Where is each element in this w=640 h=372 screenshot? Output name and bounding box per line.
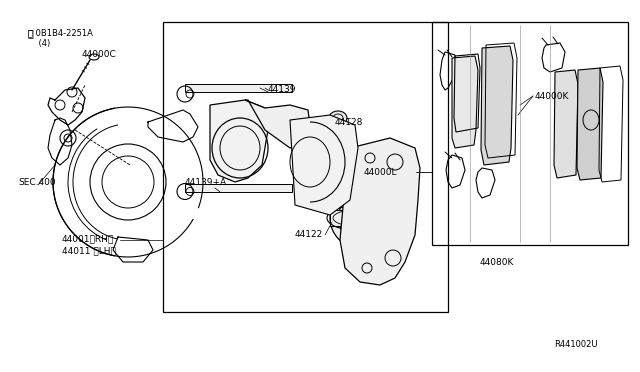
- Text: Ⓑ 0B1B4-2251A: Ⓑ 0B1B4-2251A: [28, 28, 93, 37]
- Bar: [185, 184, 292, 192]
- Text: 44011 〈LH〉: 44011 〈LH〉: [62, 246, 116, 255]
- Text: SEC.400: SEC.400: [18, 178, 56, 187]
- Polygon shape: [290, 115, 358, 215]
- Text: 44000C: 44000C: [82, 50, 116, 59]
- Bar: [432, 22, 628, 245]
- Text: 44000L: 44000L: [364, 168, 397, 177]
- Polygon shape: [554, 70, 578, 178]
- Bar: [330, 210, 360, 226]
- Text: R441002U: R441002U: [554, 340, 598, 349]
- Polygon shape: [577, 68, 603, 180]
- Bar: [163, 22, 448, 312]
- Text: 44139: 44139: [268, 85, 296, 94]
- Polygon shape: [452, 56, 478, 148]
- Ellipse shape: [330, 188, 390, 248]
- Polygon shape: [245, 100, 310, 148]
- Text: Ⓑ: Ⓑ: [28, 28, 34, 38]
- Text: 44139+A: 44139+A: [185, 178, 227, 187]
- Polygon shape: [481, 46, 513, 165]
- Text: 44080K: 44080K: [480, 258, 515, 267]
- Polygon shape: [210, 100, 268, 182]
- Text: 44001〈RH〉: 44001〈RH〉: [62, 234, 115, 243]
- Ellipse shape: [329, 111, 347, 125]
- Bar: [185, 84, 292, 92]
- Text: 44000K: 44000K: [535, 92, 570, 101]
- Polygon shape: [340, 138, 420, 285]
- Text: (4): (4): [28, 39, 51, 48]
- Text: 44128: 44128: [335, 118, 364, 127]
- Text: 44122: 44122: [295, 230, 323, 239]
